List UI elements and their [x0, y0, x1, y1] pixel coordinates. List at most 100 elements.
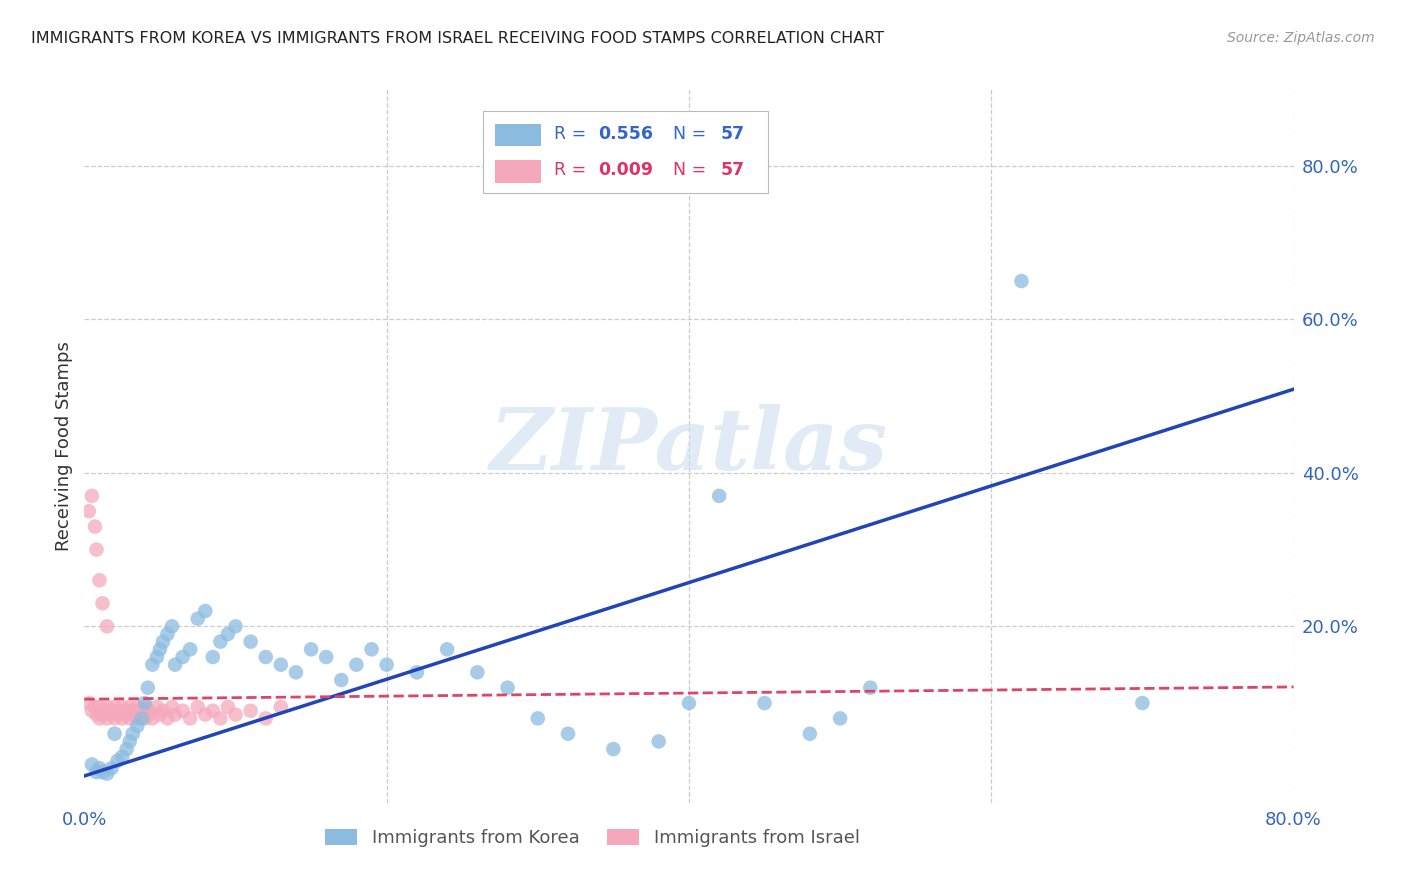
Point [149, 707, 172, 722]
Point [156, 627, 179, 641]
Point [111, 699, 134, 714]
Point [118, 711, 141, 725]
Point [648, 734, 671, 748]
Point [89, 574, 111, 588]
Text: R =: R = [554, 125, 592, 143]
Point [201, 650, 224, 665]
Text: Source: ZipAtlas.com: Source: ZipAtlas.com [1227, 31, 1375, 45]
Point [134, 696, 156, 710]
Text: N =: N = [662, 161, 711, 178]
Point [80, 489, 103, 503]
Point [194, 604, 217, 618]
Point [96, 711, 118, 725]
Point [91, 765, 114, 780]
Point [131, 704, 153, 718]
Point [187, 699, 209, 714]
Point [121, 727, 143, 741]
Point [146, 650, 169, 665]
Point [134, 711, 156, 725]
Point [118, 699, 141, 714]
Point [138, 704, 160, 718]
Point [141, 657, 163, 672]
Point [104, 711, 127, 725]
Point [129, 707, 152, 722]
Point [146, 699, 169, 714]
Point [100, 704, 122, 718]
Point [217, 699, 239, 714]
Point [285, 665, 308, 680]
Point [270, 657, 292, 672]
Point [527, 711, 550, 725]
Point [107, 754, 129, 768]
Point [91, 707, 114, 722]
Point [152, 634, 174, 648]
Point [86, 707, 108, 722]
Point [1130, 696, 1153, 710]
Text: IMMIGRANTS FROM KOREA VS IMMIGRANTS FROM ISRAEL RECEIVING FOOD STAMPS CORRELATIO: IMMIGRANTS FROM KOREA VS IMMIGRANTS FROM… [31, 31, 884, 46]
Point [859, 681, 882, 695]
Point [270, 699, 292, 714]
Point [239, 704, 262, 718]
Point [96, 766, 118, 780]
Point [115, 704, 138, 718]
Point [152, 704, 174, 718]
Point [93, 704, 115, 718]
Point [239, 634, 262, 648]
Point [156, 711, 179, 725]
Point [108, 704, 131, 718]
Point [467, 665, 489, 680]
Point [436, 642, 458, 657]
Point [149, 642, 172, 657]
Point [225, 619, 247, 633]
Point [160, 619, 183, 633]
Point [360, 642, 382, 657]
Point [225, 707, 247, 722]
Point [830, 711, 852, 725]
Point [217, 627, 239, 641]
Point [114, 707, 136, 722]
Point [346, 657, 368, 672]
Point [91, 596, 114, 610]
Point [104, 727, 127, 741]
Point [86, 542, 108, 557]
Point [315, 650, 337, 665]
Point [602, 742, 624, 756]
Point [96, 619, 118, 633]
Point [89, 699, 111, 714]
Point [179, 642, 201, 657]
Point [131, 711, 153, 725]
Y-axis label: Receiving Food Stamps: Receiving Food Stamps [55, 341, 73, 551]
Point [122, 704, 145, 718]
Point [799, 727, 821, 741]
Point [118, 734, 141, 748]
Point [194, 707, 217, 722]
Point [134, 699, 156, 714]
Point [89, 761, 111, 775]
Point [299, 642, 322, 657]
Point [406, 665, 429, 680]
Bar [495, 160, 541, 183]
Point [98, 707, 121, 722]
Point [77, 504, 100, 518]
Point [136, 707, 159, 722]
Point [96, 699, 118, 714]
Point [179, 711, 201, 725]
Text: N =: N = [662, 125, 711, 143]
Bar [495, 124, 541, 146]
Text: 57: 57 [720, 125, 745, 143]
Point [375, 657, 398, 672]
Point [160, 699, 183, 714]
Text: 57: 57 [720, 161, 745, 178]
Text: R =: R = [554, 161, 592, 178]
FancyBboxPatch shape [484, 111, 768, 193]
Point [201, 704, 224, 718]
Point [127, 711, 149, 725]
Text: 0.009: 0.009 [599, 161, 654, 178]
Point [678, 696, 700, 710]
Point [84, 699, 107, 714]
Point [107, 707, 129, 722]
Point [111, 711, 134, 725]
Point [754, 696, 776, 710]
Point [209, 711, 232, 725]
Point [84, 519, 107, 533]
